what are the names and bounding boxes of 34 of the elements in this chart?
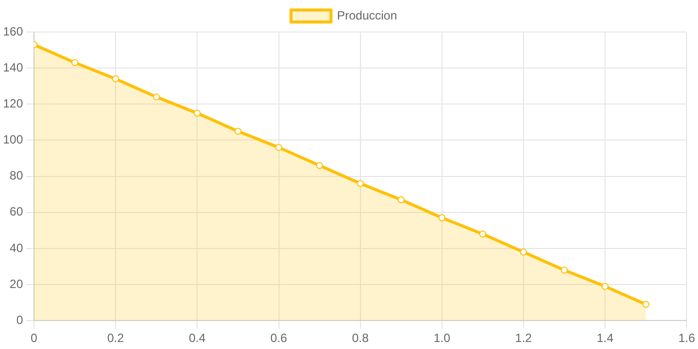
point bbox=[152, 93, 160, 100]
point bbox=[398, 196, 405, 204]
x-tick-label: 1.2 bbox=[515, 331, 532, 346]
y-tick-label: 60 bbox=[10, 204, 24, 219]
legend-label: Produccion bbox=[336, 8, 398, 22]
x-tick-label: 1.6 bbox=[678, 331, 696, 346]
point bbox=[71, 59, 78, 66]
y-tick-label: 160 bbox=[2, 24, 24, 38]
point bbox=[356, 180, 364, 188]
point bbox=[560, 266, 568, 274]
y-tick-label: 120 bbox=[2, 96, 24, 110]
x-tick-label: 0 bbox=[30, 331, 38, 346]
point bbox=[602, 282, 609, 290]
point bbox=[234, 128, 242, 135]
y-tick-label: 20 bbox=[10, 276, 24, 291]
point bbox=[479, 230, 486, 238]
x-tick-label: 0.6 bbox=[270, 331, 288, 346]
x-tick-label: 1.4 bbox=[596, 331, 614, 346]
point bbox=[316, 162, 324, 169]
point bbox=[112, 75, 120, 82]
x-tick-label: 0.8 bbox=[352, 331, 370, 346]
point bbox=[275, 144, 282, 151]
y-tick-label: 40 bbox=[10, 240, 24, 255]
y-tick-label: 140 bbox=[2, 60, 24, 74]
x-tick-label: 0.4 bbox=[188, 331, 206, 346]
y-tick-label: 80 bbox=[10, 168, 24, 183]
point bbox=[194, 110, 201, 117]
x-tick-label: 1.0 bbox=[434, 331, 451, 346]
point bbox=[520, 248, 527, 256]
point bbox=[642, 300, 650, 308]
y-tick-label: 100 bbox=[2, 132, 24, 147]
x-tick-label: 0.2 bbox=[107, 331, 124, 346]
y-tick-label: 0 bbox=[16, 312, 24, 327]
point bbox=[438, 214, 446, 222]
